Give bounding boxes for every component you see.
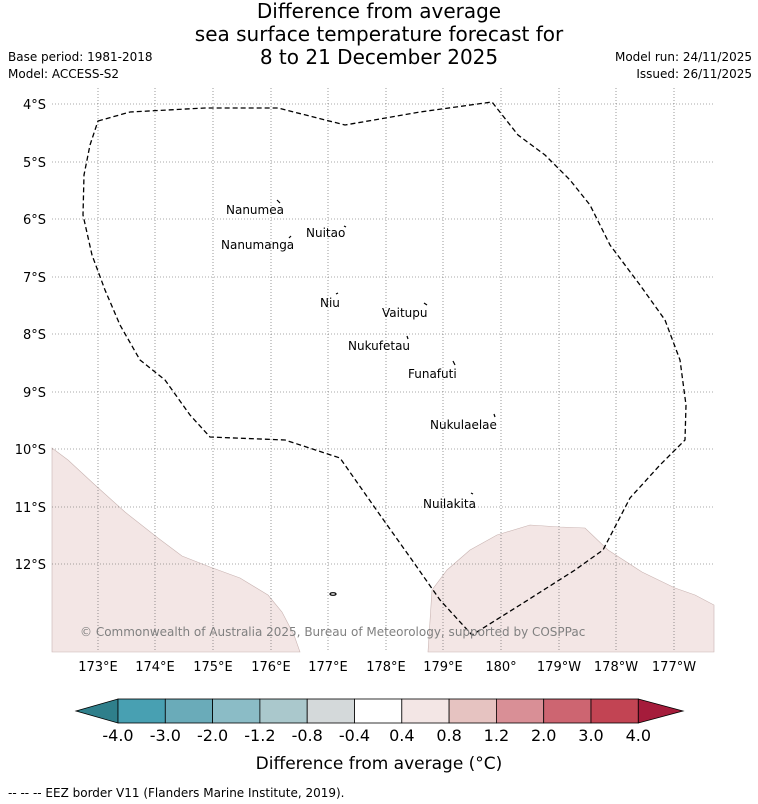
lon-tick-label: 178°W [594, 660, 638, 675]
colorbar-cell [117, 698, 166, 724]
title-line-3: 8 to 21 December 2025 [259, 45, 499, 69]
island-label-nuitao: Nuitao [306, 226, 345, 240]
title-line-2: sea surface temperature forecast for [194, 22, 564, 46]
colorbar-cell [212, 698, 261, 724]
lat-tick-label: 11°S [15, 501, 46, 516]
colorbar-cell [164, 698, 214, 724]
issued-date: Issued: 26/11/2025 [636, 67, 752, 81]
colorbar-tick-label: -0.4 [339, 726, 370, 745]
colorbar-cell [401, 698, 450, 724]
island-label-nukulaelae: Nukulaelae [430, 418, 497, 432]
lon-tick-label: 173°E [78, 660, 118, 675]
colorbar-tick-label: -3.0 [150, 726, 181, 745]
colorbar-tick-label: 0.4 [389, 726, 414, 745]
island-label-funafuti: Funafuti [408, 367, 457, 381]
lon-tick-label: 178°E [366, 660, 406, 675]
colorbar-cell [543, 698, 592, 724]
lat-tick-label: 5°S [23, 156, 46, 171]
colorbar-tick-label: 2.0 [531, 726, 556, 745]
lon-tick-label: 174°E [135, 660, 175, 675]
lat-tick-label: 10°S [15, 443, 46, 458]
island-marker-funafuti [452, 360, 456, 366]
colorbar-cell [590, 698, 639, 724]
lon-tick-label: 177°E [308, 660, 348, 675]
island-label-nanumea: Nanumea [226, 203, 284, 217]
lon-tick-label: 179°E [423, 660, 463, 675]
colorbar-tick-label: 4.0 [626, 726, 651, 745]
colorbar-tick-label: 1.2 [484, 726, 509, 745]
lat-tick-label: 7°S [23, 271, 46, 286]
colorbar-tick-label: 0.8 [436, 726, 461, 745]
island-labels: Nanumea Nuitao Nanumanga Niu Vaitupu Nuk… [221, 203, 497, 511]
model-run: Model run: 24/11/2025 [614, 50, 752, 64]
colorbar-ticks: -4.0 -3.0 -2.0 -1.2 -0.8 -0.4 0.4 0.8 1.2 2.0 3.0 4… [102, 726, 651, 745]
lat-tick-label: 12°S [15, 558, 46, 573]
lat-tick-label: 4°S [23, 98, 46, 113]
footnote: -- -- -- EEZ border V11 (Flanders Marine… [8, 786, 345, 800]
longitude-labels: 173°E 174°E 175°E 176°E 177°E 178°E 179°E 180° 1… [78, 660, 696, 675]
lat-tick-label: 9°S [23, 386, 46, 401]
colorbar-label: Difference from average (°C) [256, 754, 503, 774]
island-label-vaitupu: Vaitupu [382, 306, 428, 320]
colorbar-cell [259, 698, 308, 724]
lon-tick-label: 176°E [251, 660, 291, 675]
lon-tick-label: 179°W [537, 660, 581, 675]
colorbar-tick-label: -4.0 [102, 726, 133, 745]
island-marker-nukufetau [406, 335, 409, 340]
colorbar-cell [354, 698, 403, 724]
copyright-notice: © Commonwealth of Australia 2025, Bureau… [80, 625, 585, 639]
island-marker-nanumanga [288, 235, 292, 239]
graticule [52, 88, 714, 652]
island-label-nukufetau: Nukufetau [348, 339, 410, 353]
colorbar-extend-high [637, 698, 685, 724]
island-marker-niu [335, 292, 339, 295]
colorbar-cell [495, 698, 545, 724]
reef-marker [329, 592, 337, 596]
lon-tick-label: 175°E [193, 660, 233, 675]
island-label-nuilakita: Nuilakita [423, 497, 476, 511]
colorbar: -4.0 -3.0 -2.0 -1.2 -0.8 -0.4 0.4 0.8 1.2 2.0 3.0 4… [74, 698, 685, 774]
colorbar-cell [306, 698, 355, 724]
model-name: Model: ACCESS-S2 [8, 67, 120, 81]
island-marker-nuilakita [470, 492, 474, 495]
colorbar-cell [448, 698, 497, 724]
base-period: Base period: 1981-2018 [8, 50, 153, 64]
colorbar-tick-label: -2.0 [197, 726, 228, 745]
colorbar-tick-label: 3.0 [578, 726, 603, 745]
colorbar-tick-label: -0.8 [292, 726, 323, 745]
island-marker-vaitupu [423, 302, 428, 306]
island-marker-nanumea [276, 199, 281, 204]
island-label-nanumanga: Nanumanga [221, 238, 294, 252]
colorbar-extend-low [74, 698, 119, 724]
meta-left: Base period: 1981-2018 Model: ACCESS-S2 [8, 49, 153, 83]
latitude-labels: 4°S 5°S 6°S 7°S 8°S 9°S 10°S 11°S 12°S [15, 98, 46, 573]
colorbar-cells [74, 698, 685, 724]
island-marker-nukulaelae [493, 413, 496, 418]
anomaly-area-southeast [427, 524, 715, 653]
colorbar-tick-label: -1.2 [244, 726, 275, 745]
island-markers [276, 199, 496, 596]
lat-tick-label: 8°S [23, 328, 46, 343]
anomaly-area-southwest [51, 447, 301, 653]
meta-right: Model run: 24/11/2025 Issued: 26/11/2025 [615, 49, 752, 83]
map-title: Difference from average sea surface temp… [0, 0, 758, 69]
island-marker-nuitao [343, 225, 347, 228]
lat-tick-label: 6°S [23, 213, 46, 228]
title-line-1: Difference from average [256, 0, 502, 23]
lon-tick-label: 177°W [652, 660, 696, 675]
island-label-niu: Niu [320, 296, 340, 310]
lon-tick-label: 180° [485, 660, 516, 675]
